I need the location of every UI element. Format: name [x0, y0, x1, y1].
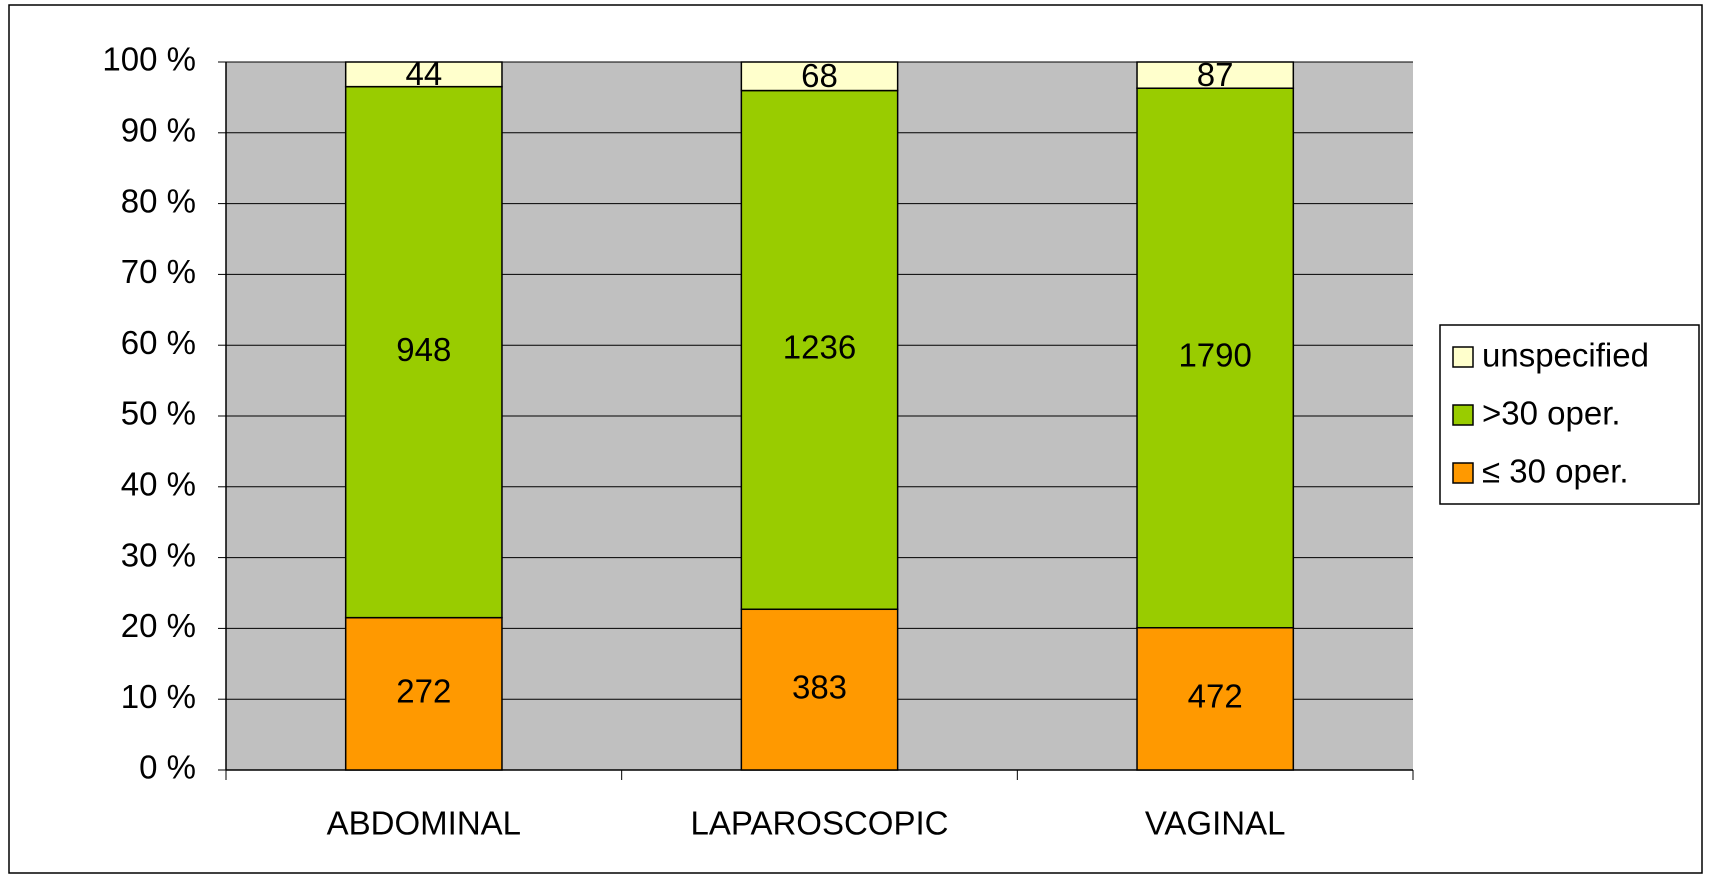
y-tick-label: 100 % [102, 41, 196, 78]
bar-segment [1136, 87, 1295, 629]
y-tick-label: 80 % [121, 182, 196, 219]
bar-segment [344, 61, 503, 88]
data-label: 1790 [1178, 337, 1251, 374]
bar-segment [344, 85, 503, 619]
y-tick-label: 30 % [121, 536, 196, 573]
legend-swatch [1452, 404, 1474, 426]
legend-box [1439, 324, 1700, 505]
data-label: 383 [792, 668, 847, 705]
legend-label: unspecified [1482, 337, 1649, 374]
bar-segment [1136, 626, 1295, 771]
legend-swatch [1452, 462, 1474, 484]
legend-swatch [1452, 346, 1474, 368]
y-tick-label: 70 % [121, 253, 196, 290]
bar-segment [344, 616, 503, 771]
legend-label: ≤ 30 oper. [1482, 453, 1629, 490]
bar-segment [740, 61, 899, 92]
data-label: 44 [405, 55, 442, 92]
bar-segment [740, 89, 899, 611]
y-tick-label: 90 % [121, 112, 196, 149]
y-tick-label: 20 % [121, 607, 196, 644]
data-label: 1236 [783, 329, 856, 366]
data-label: 472 [1188, 678, 1243, 715]
legend-label: >30 oper. [1482, 395, 1621, 432]
bar-segment [1136, 61, 1295, 89]
data-label: 948 [396, 331, 451, 368]
bar-segment [740, 608, 899, 771]
y-tick-label: 60 % [121, 324, 196, 361]
x-tick-label: VAGINAL [1145, 805, 1286, 842]
y-tick-label: 10 % [121, 678, 196, 715]
data-label: 68 [801, 57, 838, 94]
y-tick-label: 50 % [121, 395, 196, 432]
y-tick-label: 40 % [121, 466, 196, 503]
y-tick-label: 0 % [139, 749, 196, 786]
data-label: 272 [396, 673, 451, 710]
data-label: 87 [1197, 56, 1234, 93]
x-tick-label: ABDOMINAL [327, 805, 521, 842]
x-tick-label: LAPAROSCOPIC [691, 805, 949, 842]
